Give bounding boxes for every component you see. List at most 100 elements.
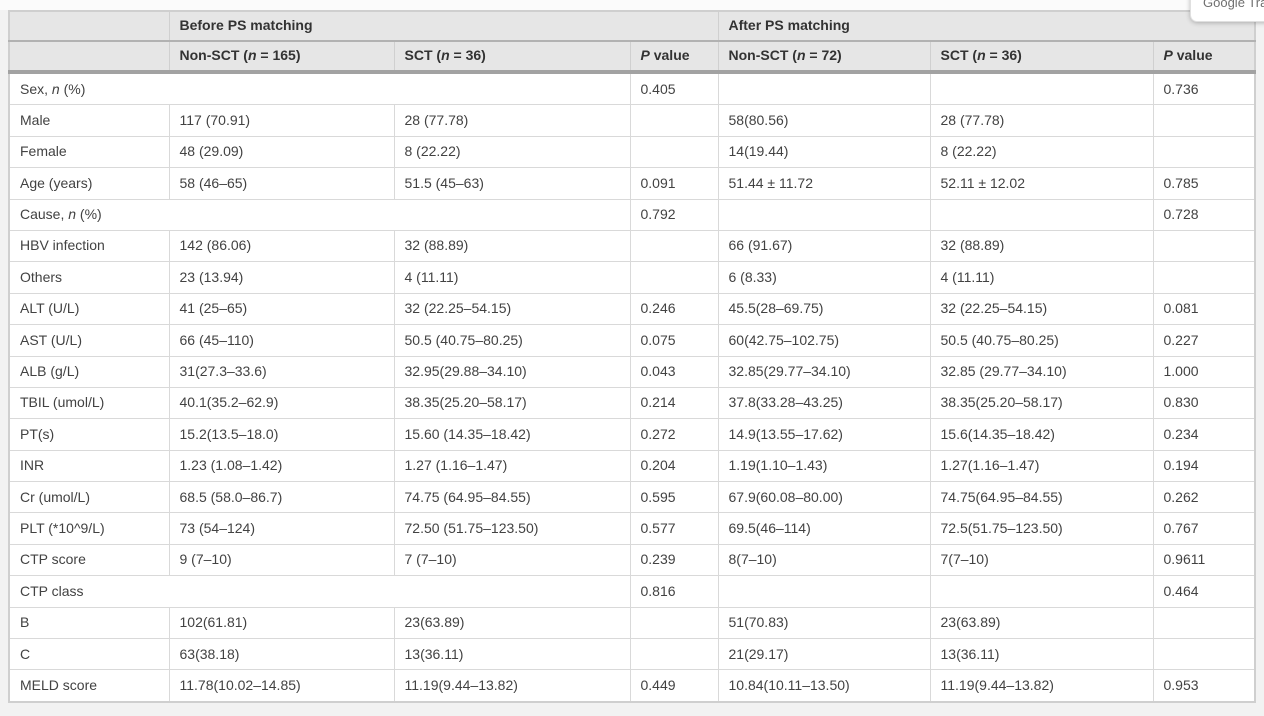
cell-after-sct: 1.27(1.16–1.47)	[929, 449, 1154, 483]
table-row: PLT (*10^9/L) 73 (54–124) 72.50 (51.75–123…	[8, 512, 1256, 545]
cell-after-sct: 8 (22.22)	[929, 135, 1154, 169]
cell-before-pvalue: 0.816	[629, 575, 719, 608]
cell-before-nonsct: 73 (54–124)	[168, 512, 395, 545]
table-row: CTP class 0.816 0.464	[8, 575, 1256, 608]
cell-after-sct: 74.75(64.95–84.55)	[929, 481, 1154, 514]
cell-after-nonsct: 10.84(10.11–13.50)	[717, 669, 931, 703]
cell-after-pvalue	[1152, 104, 1256, 137]
cell-before-pvalue: 0.246	[629, 292, 719, 326]
row-label: TBIL (umol/L)	[8, 386, 170, 420]
cell-after-sct: 15.6(14.35–18.42)	[929, 418, 1154, 451]
cell-after-sct: 72.5(51.75–123.50)	[929, 512, 1154, 545]
row-label: Age (years)	[8, 167, 170, 200]
row-label: INR	[8, 449, 170, 483]
row-label: ALB (g/L)	[8, 355, 170, 388]
cell-before-pvalue	[629, 104, 719, 137]
cell-after-pvalue: 0.9611	[1152, 543, 1256, 577]
cell-after-sct: 28 (77.78)	[929, 104, 1154, 137]
cell-before-pvalue: 0.792	[629, 198, 719, 231]
cell-before-nonsct: 11.78(10.02–14.85)	[168, 669, 395, 703]
table-row: Cause, n (%) 0.792 0.728	[8, 198, 1256, 231]
cell-before-sct: 4 (11.11)	[393, 261, 631, 294]
cell-after-nonsct: 14(19.44)	[717, 135, 931, 169]
cell-after-nonsct: 6 (8.33)	[717, 261, 931, 294]
row-label: AST (U/L)	[8, 324, 170, 357]
cell-after-nonsct: 51.44 ± 11.72	[717, 167, 931, 200]
col-header-after-nonsct: Non-SCT (n = 72)	[717, 40, 931, 74]
group-header-before: Before PS matching	[168, 10, 719, 42]
cell-before-pvalue	[629, 261, 719, 294]
header-group-row: Before PS matching After PS matching	[8, 10, 1256, 42]
cell-before-nonsct: 63(38.18)	[168, 638, 395, 671]
table-row: HBV infection 142 (86.06) 32 (88.89) 66 (91…	[8, 229, 1256, 263]
cell-before-pvalue: 0.239	[629, 543, 719, 577]
header-cols-row: Non-SCT (n = 165) SCT (n = 36) P value N…	[8, 40, 1256, 74]
table-row: TBIL (umol/L) 40.1(35.2–62.9) 38.35(25.20–…	[8, 386, 1256, 420]
table-row: Sex, n (%) 0.405 0.736	[8, 71, 1256, 106]
table-row: Age (years) 58 (46–65) 51.5 (45–63) 0.091 51…	[8, 167, 1256, 200]
cell-after-nonsct: 51(70.83)	[717, 606, 931, 640]
cell-after-pvalue: 0.234	[1152, 418, 1256, 451]
cell-after-nonsct: 8(7–10)	[717, 543, 931, 577]
cell-after-nonsct	[717, 198, 931, 231]
cell-after-nonsct: 21(29.17)	[717, 638, 931, 671]
cell-after-sct: 32 (88.89)	[929, 229, 1154, 263]
cell-after-pvalue	[1152, 135, 1256, 169]
table-row: INR 1.23 (1.08–1.42) 1.27 (1.16–1.47) 0.204…	[8, 449, 1256, 483]
cell-before-sct: 11.19(9.44–13.82)	[393, 669, 631, 703]
cell-after-nonsct: 45.5(28–69.75)	[717, 292, 931, 326]
cell-after-nonsct	[717, 575, 931, 608]
cell-after-sct: 4 (11.11)	[929, 261, 1154, 294]
cell-after-pvalue	[1152, 229, 1256, 263]
row-label: ALT (U/L)	[8, 292, 170, 326]
col-header-before-nonsct: Non-SCT (n = 165)	[168, 40, 395, 74]
table-row: PT(s) 15.2(13.5–18.0) 15.60 (14.35–18.42) 0…	[8, 418, 1256, 451]
cell-after-pvalue: 0.830	[1152, 386, 1256, 420]
row-label: MELD score	[8, 669, 170, 703]
cell-before-nonsct: 23 (13.94)	[168, 261, 395, 294]
cell-before-nonsct: 66 (45–110)	[168, 324, 395, 357]
cell-after-nonsct: 67.9(60.08–80.00)	[717, 481, 931, 514]
cell-before-pvalue: 0.091	[629, 167, 719, 200]
col-header-before-pvalue: P value	[629, 40, 719, 74]
cell-after-pvalue: 0.262	[1152, 481, 1256, 514]
cell-before-pvalue: 0.449	[629, 669, 719, 703]
row-label: Male	[8, 104, 170, 137]
cell-after-nonsct: 14.9(13.55–17.62)	[717, 418, 931, 451]
cell-after-sct: 13(36.11)	[929, 638, 1154, 671]
cell-before-nonsct: 102(61.81)	[168, 606, 395, 640]
cell-after-sct: 23(63.89)	[929, 606, 1154, 640]
cell-after-sct: 7(7–10)	[929, 543, 1154, 577]
table-row: AST (U/L) 66 (45–110) 50.5 (40.75–80.25) 0.…	[8, 324, 1256, 357]
row-label: Others	[8, 261, 170, 294]
cell-after-sct: 50.5 (40.75–80.25)	[929, 324, 1154, 357]
cell-before-pvalue: 0.214	[629, 386, 719, 420]
table-row: Male 117 (70.91) 28 (77.78) 58(80.56) 28 (77…	[8, 104, 1256, 137]
cell-before-nonsct: 117 (70.91)	[168, 104, 395, 137]
cell-before-sct: 51.5 (45–63)	[393, 167, 631, 200]
col-header-after-pvalue: P value	[1152, 40, 1256, 74]
cell-after-sct	[929, 198, 1154, 231]
col-header-before-sct: SCT (n = 36)	[393, 40, 631, 74]
cell-after-sct: 32.85 (29.77–34.10)	[929, 355, 1154, 388]
cell-after-pvalue: 0.785	[1152, 167, 1256, 200]
cell-after-pvalue: 0.227	[1152, 324, 1256, 357]
cell-before-nonsct: 68.5 (58.0–86.7)	[168, 481, 395, 514]
cell-after-nonsct: 58(80.56)	[717, 104, 931, 137]
cell-after-pvalue	[1152, 261, 1256, 294]
cell-before-sct: 32 (88.89)	[393, 229, 631, 263]
row-label: CTP class	[8, 575, 631, 608]
table-row: Female 48 (29.09) 8 (22.22) 14(19.44) 8 (22.…	[8, 135, 1256, 169]
cell-after-sct: 11.19(9.44–13.82)	[929, 669, 1154, 703]
row-label: B	[8, 606, 170, 640]
cell-before-nonsct: 142 (86.06)	[168, 229, 395, 263]
cell-after-pvalue: 0.767	[1152, 512, 1256, 545]
cell-after-nonsct: 1.19(1.10–1.43)	[717, 449, 931, 483]
cell-after-pvalue: 0.194	[1152, 449, 1256, 483]
cell-before-sct: 50.5 (40.75–80.25)	[393, 324, 631, 357]
corner-cell	[8, 10, 170, 42]
table-row: Cr (umol/L) 68.5 (58.0–86.7) 74.75 (64.95–…	[8, 481, 1256, 514]
cell-before-nonsct: 48 (29.09)	[168, 135, 395, 169]
table-row: Others 23 (13.94) 4 (11.11) 6 (8.33) 4 (11.1…	[8, 261, 1256, 294]
google-translate-popup[interactable]: Google Tra	[1190, 0, 1264, 22]
